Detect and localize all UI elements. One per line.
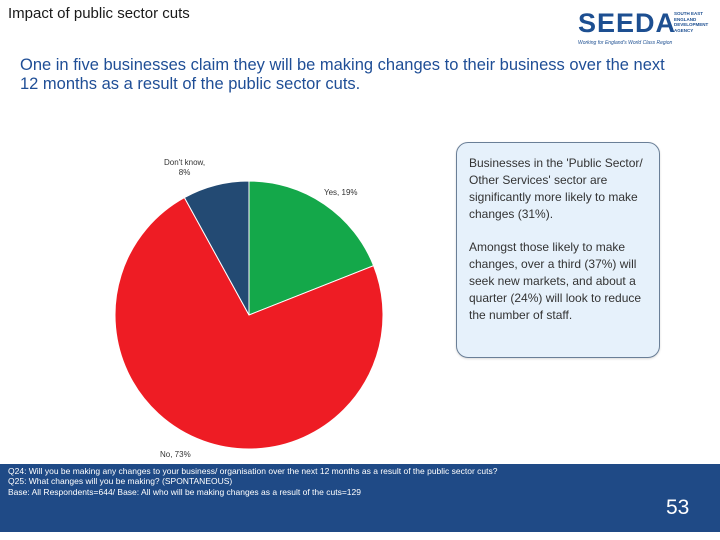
logo-tagline: Working for England's World Class Region xyxy=(578,40,673,46)
footnote-line-q24: Q24: Will you be making any changes to y… xyxy=(8,466,498,476)
slide-title: Impact of public sector cuts xyxy=(8,5,190,22)
slice-label-no: No, 73% xyxy=(160,450,191,459)
seeda-logo: SEEDA SOUTH EAST ENGLAND DEVELOPMENT AGE… xyxy=(578,8,714,50)
slice-label-yes: Yes, 19% xyxy=(324,188,358,197)
footnote-line-base: Base: All Respondents=644/ Base: All who… xyxy=(8,486,361,497)
slice-label-dont-know: Don't know, 8% xyxy=(164,158,206,177)
page-number: 53 xyxy=(666,496,690,519)
footnote-line-q25: Q25: What changes will you be making? (S… xyxy=(8,476,233,487)
headline: One in five businesses claim they will b… xyxy=(20,56,665,93)
footnote: Q24: Will you be making any changes to y… xyxy=(8,466,628,497)
footer-bar xyxy=(0,464,720,532)
pie-slice-dont-know xyxy=(183,180,250,316)
pie-slice-yes xyxy=(248,180,375,316)
callout-box: Businesses in the 'Public Sector/ Other … xyxy=(456,142,660,358)
callout-paragraph-1: Businesses in the 'Public Sector/ Other … xyxy=(469,156,643,221)
callout-paragraph-2: Amongst those likely to make changes, ov… xyxy=(469,240,642,322)
pie-slice-no xyxy=(114,196,384,450)
logo-wordmark: SEEDA xyxy=(578,8,677,38)
logo-side-text: SOUTH EAST ENGLAND DEVELOPMENT AGENCY xyxy=(674,11,709,33)
